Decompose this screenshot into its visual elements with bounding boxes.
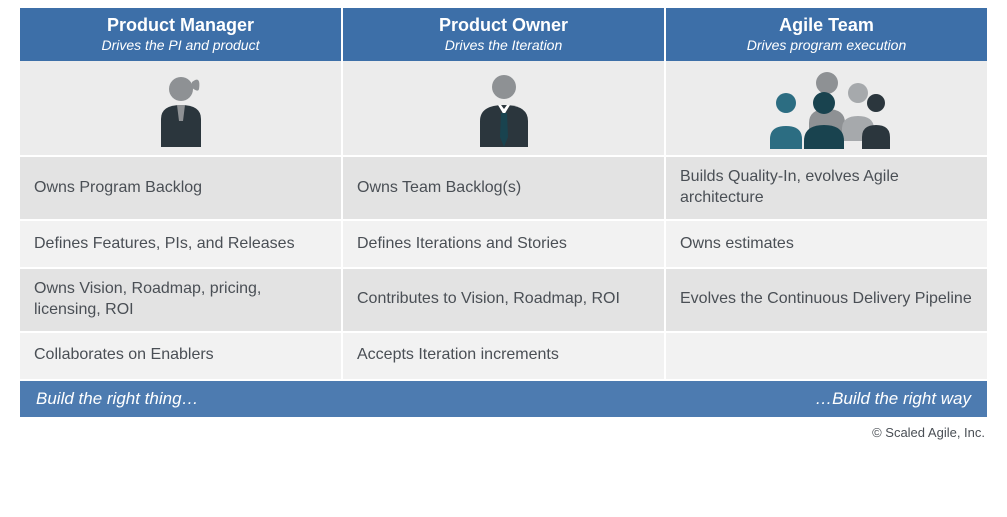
cell: Owns Program Backlog: [20, 157, 343, 221]
table-row: Owns Vision, Roadmap, pricing, licensing…: [20, 269, 987, 333]
person-suit-icon: [474, 71, 534, 147]
table-row: Owns Program Backlog Owns Team Backlog(s…: [20, 157, 987, 221]
cell: Accepts Iteration increments: [343, 333, 666, 381]
cell: Owns estimates: [666, 221, 987, 269]
footer-right: …Build the right way: [815, 389, 971, 409]
person-female-icon: [153, 71, 209, 147]
table-row: Collaborates on Enablers Accepts Iterati…: [20, 333, 987, 381]
table-row: Defines Features, PIs, and Releases Defi…: [20, 221, 987, 269]
footer-bar: Build the right thing… …Build the right …: [20, 381, 987, 417]
header-cell-pm: Product Manager Drives the PI and produc…: [20, 8, 343, 61]
cell: Defines Features, PIs, and Releases: [20, 221, 343, 269]
icon-cell-po: [343, 61, 666, 157]
header-subtitle: Drives program execution: [674, 37, 979, 53]
cell: Defines Iterations and Stories: [343, 221, 666, 269]
cell: Owns Vision, Roadmap, pricing, licensing…: [20, 269, 343, 333]
cell: [666, 333, 987, 381]
icon-cell-team: [666, 61, 987, 157]
header-subtitle: Drives the Iteration: [351, 37, 656, 53]
footer-left: Build the right thing…: [36, 389, 199, 409]
header-title: Agile Team: [674, 14, 979, 37]
header-title: Product Manager: [28, 14, 333, 37]
header-cell-team: Agile Team Drives program execution: [666, 8, 987, 61]
roles-table: Product Manager Drives the PI and produc…: [20, 8, 987, 417]
cell: Evolves the Continuous Delivery Pipeline: [666, 269, 987, 333]
icon-cell-pm: [20, 61, 343, 157]
cell: Builds Quality-In, evolves Agile archite…: [666, 157, 987, 221]
icon-row: [20, 61, 987, 157]
copyright: © Scaled Agile, Inc.: [20, 425, 987, 440]
cell: Contributes to Vision, Roadmap, ROI: [343, 269, 666, 333]
header-cell-po: Product Owner Drives the Iteration: [343, 8, 666, 61]
cell: Owns Team Backlog(s): [343, 157, 666, 221]
cell: Collaborates on Enablers: [20, 333, 343, 381]
header-row: Product Manager Drives the PI and produc…: [20, 8, 987, 61]
header-subtitle: Drives the PI and product: [28, 37, 333, 53]
header-title: Product Owner: [351, 14, 656, 37]
team-group-icon: [762, 69, 892, 149]
